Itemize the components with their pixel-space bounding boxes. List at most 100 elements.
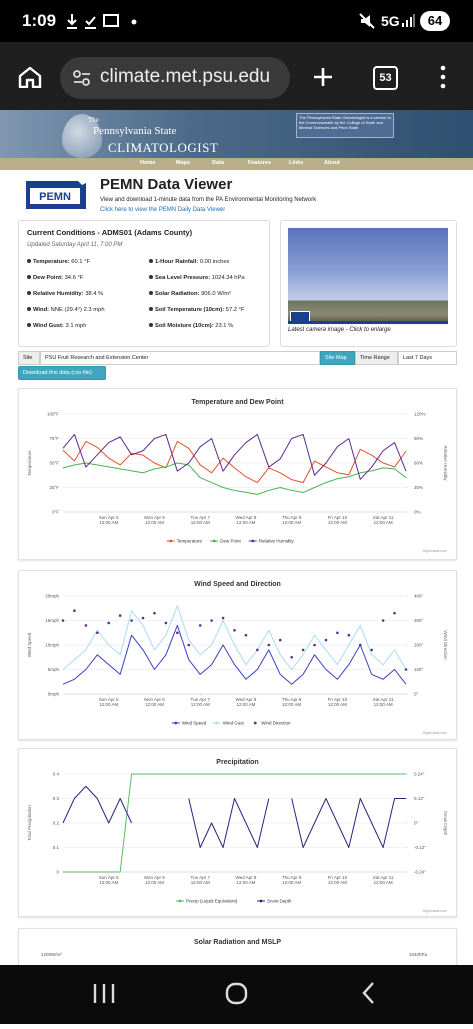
legend-marker xyxy=(251,539,255,543)
conditions-heading: Current Conditions - ADMS01 (Adams Count… xyxy=(27,228,193,237)
url-bar[interactable] xyxy=(60,57,290,99)
data-point xyxy=(324,638,328,642)
y2-tick-label: 400° xyxy=(414,594,424,599)
site-select[interactable]: PSU Fruit Research and Extension Center xyxy=(40,351,320,365)
y2-tick-label: -0.24" xyxy=(414,870,426,875)
y-axis-title: Total Precipitation xyxy=(27,805,32,841)
series-line xyxy=(188,798,270,848)
banner-title-small: The xyxy=(88,116,99,124)
menu-button[interactable] xyxy=(439,65,447,89)
pemn-logo: PEMN xyxy=(26,181,86,209)
y2-tick-label: -0.12" xyxy=(414,845,426,850)
home-button[interactable] xyxy=(18,66,42,88)
site-map-button[interactable]: Site Map xyxy=(320,351,355,365)
chart-card: Wind Speed and Direction 0mph 5mph 10mph 15m… xyxy=(18,570,457,740)
data-point xyxy=(130,619,133,622)
x-tick-label: Mon Apr 6 12:00 AM xyxy=(144,515,165,525)
time-range-select[interactable]: Last 7 Days xyxy=(398,351,457,365)
condition-label: Sea Level Pressure: xyxy=(155,275,211,281)
icon xyxy=(149,291,153,296)
legend-label: Temperature xyxy=(177,539,203,544)
legend-item[interactable]: Relative Humidity xyxy=(248,539,295,544)
nav-link[interactable]: About xyxy=(324,160,340,166)
browser-bar: climate.met.psu.edu 53 xyxy=(0,42,473,110)
x-tick-label: Fri Apr 10 12:00 AM xyxy=(328,515,348,525)
y2-tick-label: 90% xyxy=(414,436,423,441)
icon xyxy=(27,275,31,280)
condition-label: 1-Hour Rainfall: xyxy=(155,259,199,265)
chart-card: Solar Radiation and MSLP 1200W/m² 1040hPa xyxy=(18,928,457,967)
series-line xyxy=(62,785,133,824)
data-point xyxy=(233,629,236,632)
y-tick-label: 20mph xyxy=(45,594,59,599)
network: 5G xyxy=(381,13,400,29)
condition-item: Sea Level Pressure: 1024.34 hPa xyxy=(149,275,245,281)
new-tab-button[interactable] xyxy=(312,66,334,88)
chart-title: Precipitation xyxy=(216,759,258,766)
condition-value: 57.2 °F xyxy=(225,307,245,313)
home-gesture-button[interactable] xyxy=(225,982,248,1005)
legend-item[interactable]: Wind Speed xyxy=(171,721,207,726)
camera-image[interactable] xyxy=(288,228,448,324)
page-subtitle: View and download 1-minute data from the… xyxy=(100,197,317,203)
x-tick-label: Tue Apr 7 12:00 AM xyxy=(191,697,211,707)
y-tick-label: 0mph xyxy=(48,692,60,697)
condition-item: Dew Point: 34.6 °F xyxy=(27,275,83,281)
url[interactable]: climate.met.psu.edu xyxy=(100,66,271,87)
nav-link[interactable]: Features xyxy=(248,160,271,166)
x-tick-label: Fri Apr 10 12:00 AM xyxy=(328,697,348,707)
legend-label: Wind Direction xyxy=(261,721,291,726)
series-line xyxy=(62,605,407,670)
condition-item: Soil Moisture (10cm): 23.1 % xyxy=(149,323,233,329)
condition-item: 1-Hour Rainfall: 0.00 inches xyxy=(149,259,229,265)
condition-value: 906.0 W/m² xyxy=(201,291,232,297)
camera-caption[interactable]: Latest camera image - Click to enlarge xyxy=(288,327,391,333)
y-tick-label: 0.4 xyxy=(53,772,60,777)
y-tick-label: 100°F xyxy=(47,412,59,417)
condition-item: Relative Humidity: 38.4 % xyxy=(27,291,103,297)
icon xyxy=(27,307,31,312)
y2-tick-label: 0° xyxy=(414,692,419,697)
data-point xyxy=(153,611,156,615)
y2-tick-label: 0.12" xyxy=(414,796,425,801)
daily-viewer-link[interactable]: Click here to view the PEMN Daily Data V… xyxy=(100,207,226,213)
data-point xyxy=(141,616,145,620)
legend-item[interactable]: Precip (Liquid Equivalent) xyxy=(176,899,238,904)
y2-tick-label: 0.24" xyxy=(414,772,425,777)
legend-item[interactable]: Wind Gust xyxy=(212,721,245,726)
legend-item[interactable]: Wind Direction xyxy=(251,721,291,726)
legend-marker xyxy=(178,899,182,903)
download-button[interactable]: Download this data (csv file) xyxy=(18,366,106,380)
page-title: PEMN Data Viewer xyxy=(100,176,233,193)
legend-label: Relative Humidity xyxy=(259,539,295,544)
back-button[interactable] xyxy=(362,982,374,1004)
x-tick-label: Mon Apr 6 12:00 AM xyxy=(144,697,165,707)
legend-item[interactable]: Snow Depth xyxy=(257,899,292,904)
notification-icons xyxy=(67,14,137,29)
chart: Precipitation 0 0.1 0.2 0.3 0.4 -0.24" -0.12" 0"… xyxy=(27,759,448,913)
legend-label: Wind Gust xyxy=(223,721,245,726)
series-line xyxy=(62,440,407,484)
chart: Wind Speed and Direction 0mph 5mph 10mph 15m… xyxy=(27,581,448,735)
data-point xyxy=(210,619,213,622)
y-tick-label: 0.2 xyxy=(53,821,60,826)
banner-title: Pennsylvania State xyxy=(93,125,177,137)
site-info-icon[interactable] xyxy=(73,70,91,86)
status-bar: 1:09 5G 64 xyxy=(0,0,473,42)
condition-item: Solar Radiation: 906.0 W/m² xyxy=(149,291,231,297)
y2-tick-label: 200° xyxy=(414,643,424,648)
tab-count[interactable]: 53 xyxy=(373,66,398,90)
data-point xyxy=(84,624,88,627)
nav-link[interactable]: Home xyxy=(140,160,156,166)
nav-link[interactable]: Maps xyxy=(176,160,191,166)
nav-link[interactable]: Data xyxy=(212,160,224,166)
data-point xyxy=(301,648,305,652)
data-point xyxy=(73,609,76,612)
time-range-label: Time Range xyxy=(355,351,398,365)
nav-link[interactable]: Links xyxy=(289,160,304,166)
y-axis-title: Temperature xyxy=(27,450,32,476)
legend-item[interactable]: Dew Point xyxy=(210,539,242,544)
clock: 1:09 xyxy=(22,11,57,30)
recents-button[interactable] xyxy=(93,984,115,1003)
legend-item[interactable]: Temperature xyxy=(166,539,203,544)
